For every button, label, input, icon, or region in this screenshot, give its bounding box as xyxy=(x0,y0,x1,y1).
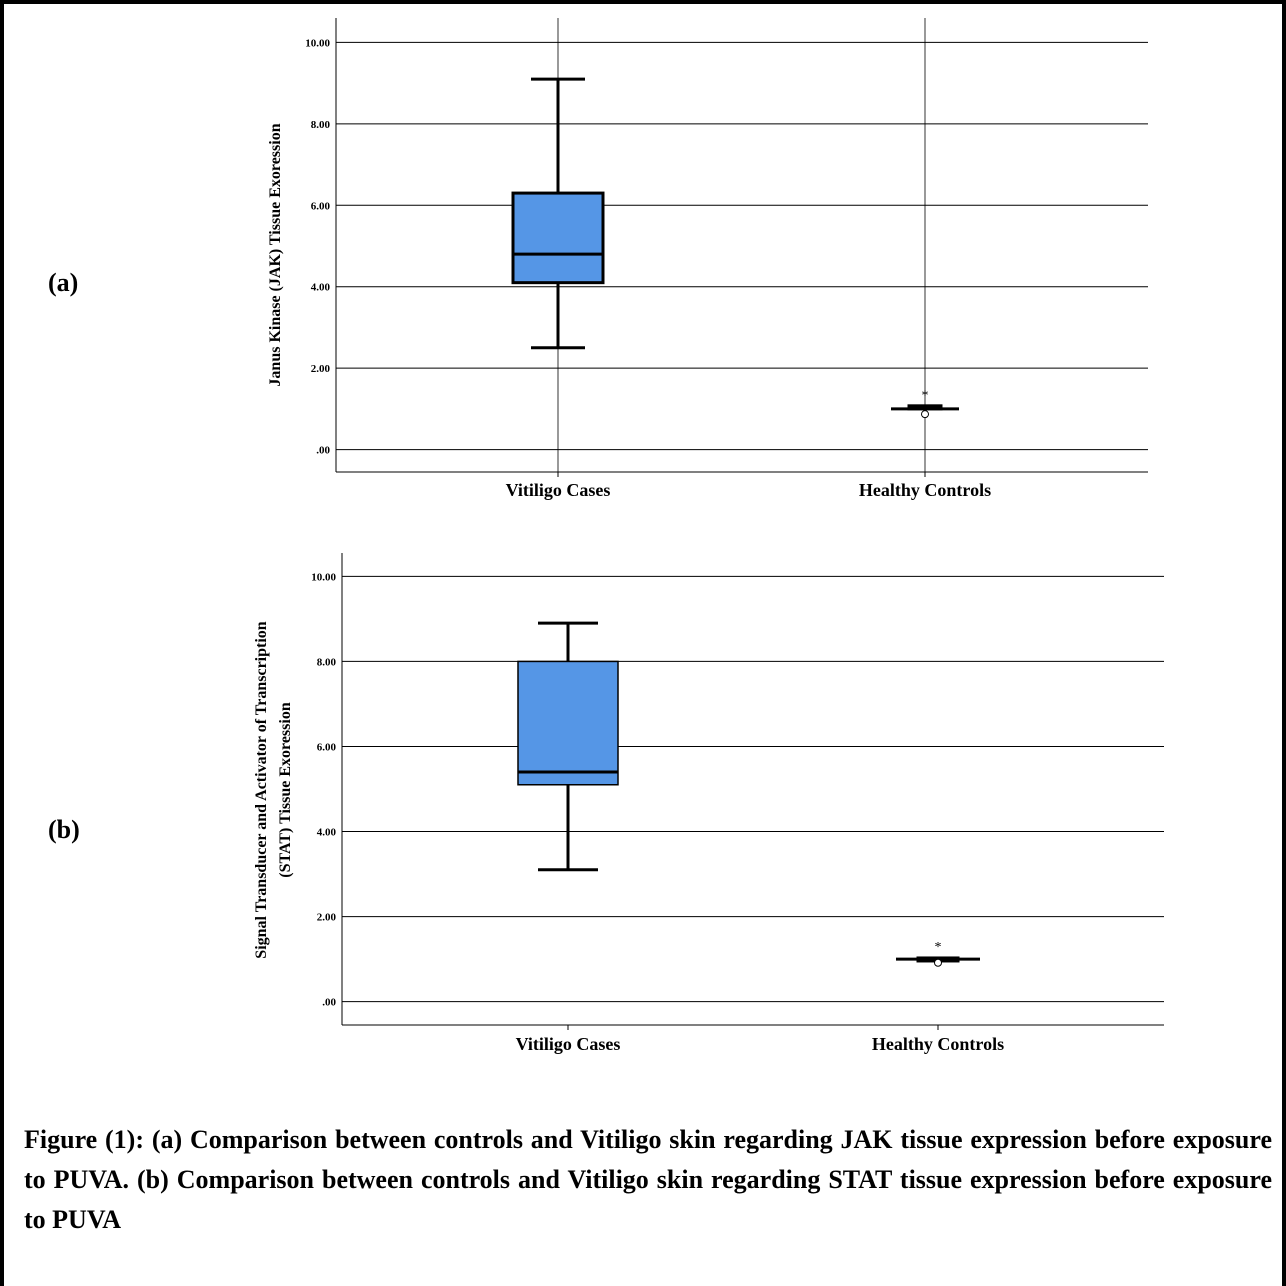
box-iqr xyxy=(907,404,943,411)
panel-label-a: (a) xyxy=(48,268,79,297)
y-tick-label: 10.00 xyxy=(311,571,336,583)
y-axis-label: Signal Transducer and Activator of Trans… xyxy=(253,621,270,958)
x-category-label: Vitiligo Cases xyxy=(516,1034,621,1054)
y-tick-label: 8.00 xyxy=(317,656,337,668)
y-tick-label: .00 xyxy=(316,445,330,457)
y-tick-label: 10.00 xyxy=(305,37,330,49)
panel-label-b: (b) xyxy=(48,815,80,844)
y-axis-label: Janus Kinase (JAK) Tissue Exoression xyxy=(267,123,284,386)
chart-a-jak: .00 2.00 4.00 6.00 8.00 10.00 Vitiligo Cases He… xyxy=(267,18,1148,500)
y-tick-label: 4.00 xyxy=(317,827,337,839)
extreme-point: * xyxy=(935,940,942,955)
x-category-label: Healthy Controls xyxy=(859,480,991,500)
extreme-point: * xyxy=(922,389,929,404)
outlier-point xyxy=(934,958,942,967)
y-tick-label: .00 xyxy=(322,997,336,1009)
y-axis-label: (STAT) Tissue Exoression xyxy=(277,702,294,878)
y-tick-label: 6.00 xyxy=(317,741,337,753)
y-tick-label: 2.00 xyxy=(311,363,331,375)
y-tick-label: 4.00 xyxy=(311,282,331,294)
y-tick-label: 8.00 xyxy=(311,119,331,131)
y-tick-label: 6.00 xyxy=(311,200,331,212)
x-category-label: Vitiligo Cases xyxy=(506,480,611,500)
outlier-point xyxy=(921,410,929,419)
chart-b-stat: .00 2.00 4.00 6.00 8.00 10.00 Vitiligo Cases He… xyxy=(253,553,1164,1054)
y-tick-label: 2.00 xyxy=(317,912,337,924)
figure-caption: Figure (1): (a) Comparison between contr… xyxy=(24,1125,1272,1234)
x-category-label: Healthy Controls xyxy=(872,1034,1004,1054)
box-iqr xyxy=(517,660,619,786)
box-iqr xyxy=(511,191,605,285)
